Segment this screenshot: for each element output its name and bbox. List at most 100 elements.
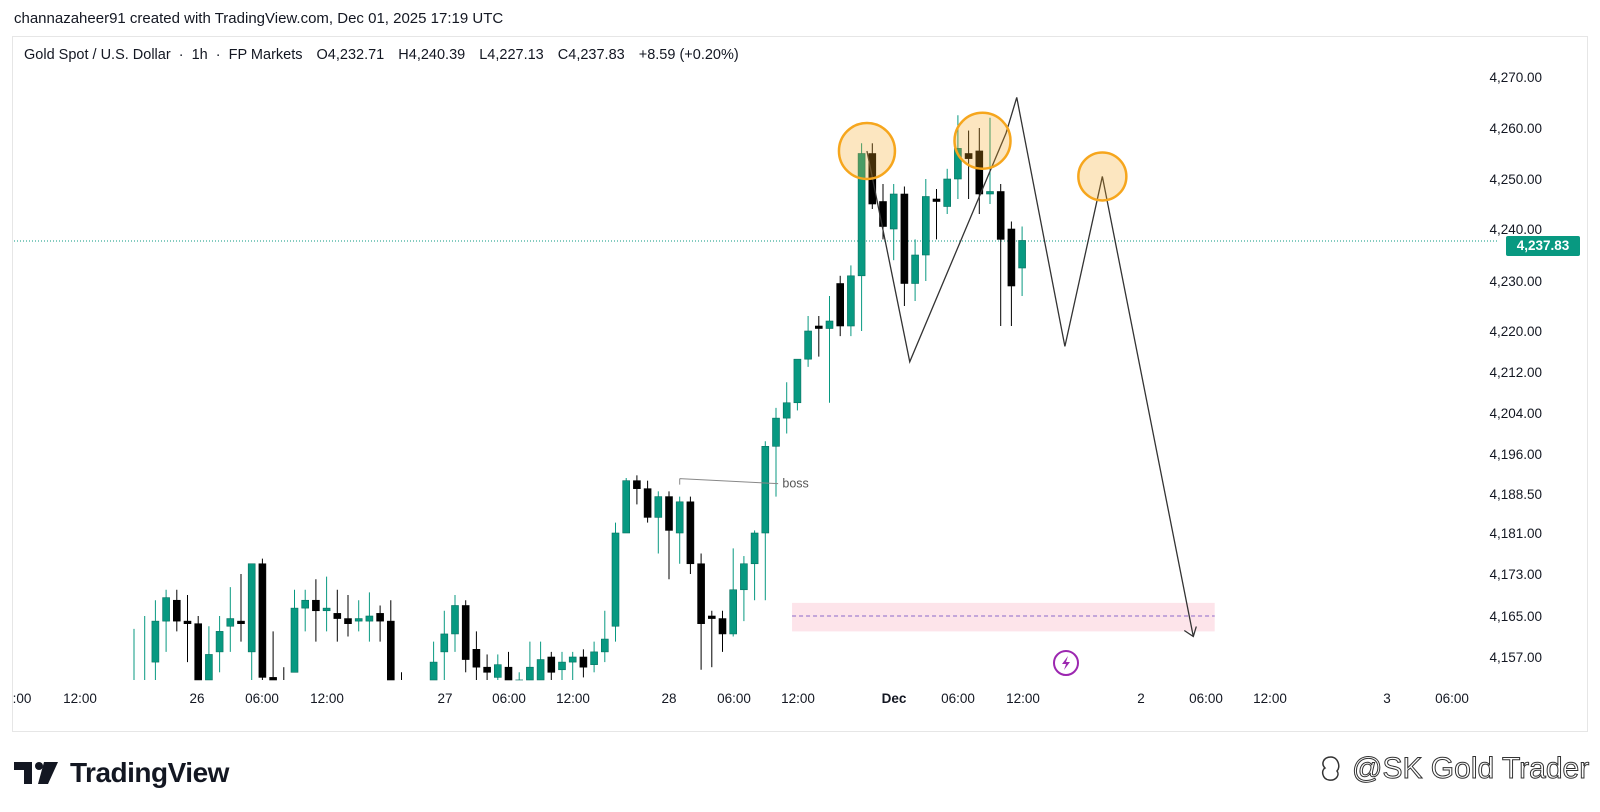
candle <box>269 631 277 681</box>
candle <box>975 128 984 214</box>
candle <box>322 576 331 632</box>
candles-layer <box>133 115 1026 681</box>
candle-body <box>847 275 855 327</box>
lightning-icon[interactable] <box>1053 650 1079 676</box>
candle <box>847 265 855 337</box>
candle <box>312 579 320 642</box>
candle-body <box>964 153 973 159</box>
chart-frame[interactable] <box>12 36 1588 732</box>
y-tick-label: 4,230.00 <box>1489 274 1542 289</box>
legend-high: H4,240.39 <box>398 47 466 63</box>
tradingview-brand[interactable]: TradingView <box>14 756 229 790</box>
x-tick-label: 06:00 <box>941 691 975 706</box>
candle <box>889 184 898 261</box>
candle-body <box>900 193 909 284</box>
candle-body <box>547 656 556 673</box>
candle-body <box>183 620 192 624</box>
x-tick-label: 12:00 <box>556 691 590 706</box>
candle <box>451 595 459 652</box>
y-tick-label: 4,165.00 <box>1489 609 1542 624</box>
candle-body <box>814 325 823 329</box>
legend-symbol[interactable]: Gold Spot / U.S. Dollar <box>24 47 171 63</box>
candle <box>814 316 823 357</box>
candle-body <box>707 615 716 619</box>
price-axis[interactable]: 4,270.00 4,260.00 4,250.00 4,240.00 4,230.00… <box>1489 70 1542 665</box>
candle-body <box>483 666 491 673</box>
candle-body <box>921 196 930 256</box>
x-tick-label: 12:00 <box>781 691 815 706</box>
candle <box>429 641 438 681</box>
candle-body <box>504 666 513 681</box>
legend-sep: · <box>178 47 184 63</box>
candle <box>173 589 181 632</box>
candle <box>547 651 556 680</box>
candle <box>290 589 299 673</box>
candle <box>579 649 588 678</box>
candle-body <box>237 620 245 624</box>
candle-body <box>1007 228 1016 287</box>
x-tick-label: :00 <box>13 691 32 706</box>
candle <box>600 610 609 663</box>
candle-body <box>579 656 588 668</box>
chart-attribution: channazaheer91 created with TradingView.… <box>14 10 504 27</box>
candle-body <box>825 320 834 329</box>
current-price-badge: 4,237.83 <box>1506 236 1580 256</box>
candle <box>782 382 791 434</box>
candle-body <box>354 618 363 622</box>
candle <box>772 407 780 497</box>
symbol-legend: Gold Spot / U.S. Dollar · 1h · FP Market… <box>24 47 743 63</box>
candle <box>686 496 695 574</box>
tradingview-logo-icon <box>14 762 58 784</box>
candle-body <box>162 597 170 622</box>
candle-body <box>975 150 984 195</box>
legend-change: +8.59 (+0.20%) <box>638 47 739 63</box>
candle <box>633 475 641 505</box>
boss-label: boss <box>782 477 808 491</box>
candle <box>258 558 267 680</box>
candle <box>226 587 235 652</box>
highlight-circle <box>953 111 1012 170</box>
candle-body <box>879 201 887 227</box>
candle <box>750 530 759 601</box>
candle-body <box>772 417 780 447</box>
candle <box>825 296 834 403</box>
candle-body <box>226 618 235 627</box>
watermark-text: @SK Gold Trader <box>1351 752 1590 786</box>
candle-body <box>697 563 705 624</box>
candle <box>697 553 705 670</box>
boss-line <box>679 478 779 485</box>
candle <box>504 651 513 681</box>
candle-body <box>365 615 374 622</box>
candle <box>1007 221 1016 326</box>
candle-body <box>429 661 438 681</box>
candle <box>804 316 812 367</box>
time-axis[interactable]: :00 12:00 26 06:00 12:00 27 06:00 12:00 28 06:00 1… <box>13 691 1469 706</box>
candle-body <box>493 664 502 678</box>
x-tick-label: 12:00 <box>63 691 97 706</box>
x-tick-label: 12:00 <box>310 691 344 706</box>
x-tick-label: 06:00 <box>717 691 751 706</box>
candle <box>943 168 952 214</box>
candle <box>162 589 170 652</box>
candle-body <box>269 677 277 681</box>
candle <box>707 610 716 668</box>
highlight-circle <box>1077 151 1128 202</box>
y-tick-label: 4,250.00 <box>1489 172 1542 187</box>
candle-body <box>911 254 919 284</box>
candle <box>183 595 192 663</box>
candle <box>333 589 342 642</box>
candle <box>493 654 502 680</box>
candle <box>793 358 802 411</box>
candle-body <box>718 618 727 635</box>
candle-body <box>954 148 962 180</box>
candle <box>900 186 909 306</box>
y-tick-label: 4,204.00 <box>1489 406 1542 421</box>
legend-broker: FP Markets <box>228 47 303 63</box>
legend-low: L4,227.13 <box>479 47 544 63</box>
y-tick-label: 4,196.00 <box>1489 447 1542 462</box>
demand-zone-layer <box>792 602 1215 632</box>
candle-body <box>665 496 673 531</box>
x-tick-label: Dec <box>882 691 907 706</box>
candle <box>376 605 384 642</box>
